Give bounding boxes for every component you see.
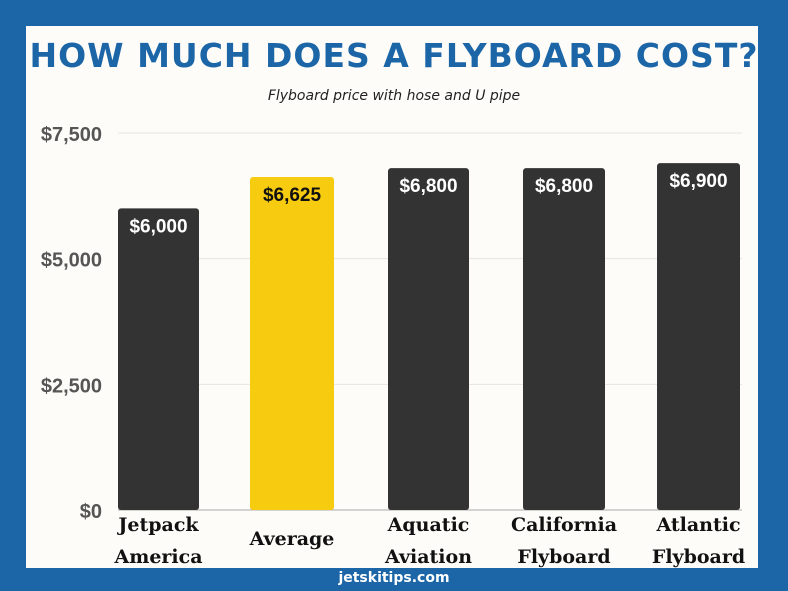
y-tick-label: $2,500: [41, 375, 102, 397]
data-label: $6,800: [535, 176, 593, 197]
chart-subtitle: Flyboard price with hose and U pipe: [267, 88, 521, 104]
y-tick-label: $0: [80, 501, 102, 523]
bar: [657, 163, 740, 510]
category-label: Aviation: [384, 546, 472, 568]
category-label: Flyboard: [517, 546, 610, 568]
bar: [388, 168, 469, 511]
category-label: Flyboard: [652, 546, 745, 568]
category-label: California: [511, 514, 617, 536]
category-label: Average: [249, 528, 335, 550]
data-label: $6,625: [263, 185, 322, 206]
bar: [118, 208, 199, 510]
bar: [523, 168, 605, 511]
data-label: $6,900: [669, 171, 727, 192]
category-label: America: [113, 546, 202, 568]
category-label: Jetpack: [116, 514, 199, 536]
y-tick-label: $5,000: [41, 250, 102, 272]
chart-title: HOW MUCH DOES A FLYBOARD COST?: [29, 36, 759, 75]
category-label: Atlantic: [655, 514, 740, 536]
data-label: $6,000: [129, 216, 187, 237]
bar: [250, 176, 334, 510]
category-label: Aquatic: [387, 514, 470, 536]
data-label: $6,800: [399, 176, 457, 197]
footer-site: jetskitips.com: [338, 570, 450, 586]
y-tick-label: $7,500: [41, 124, 102, 146]
